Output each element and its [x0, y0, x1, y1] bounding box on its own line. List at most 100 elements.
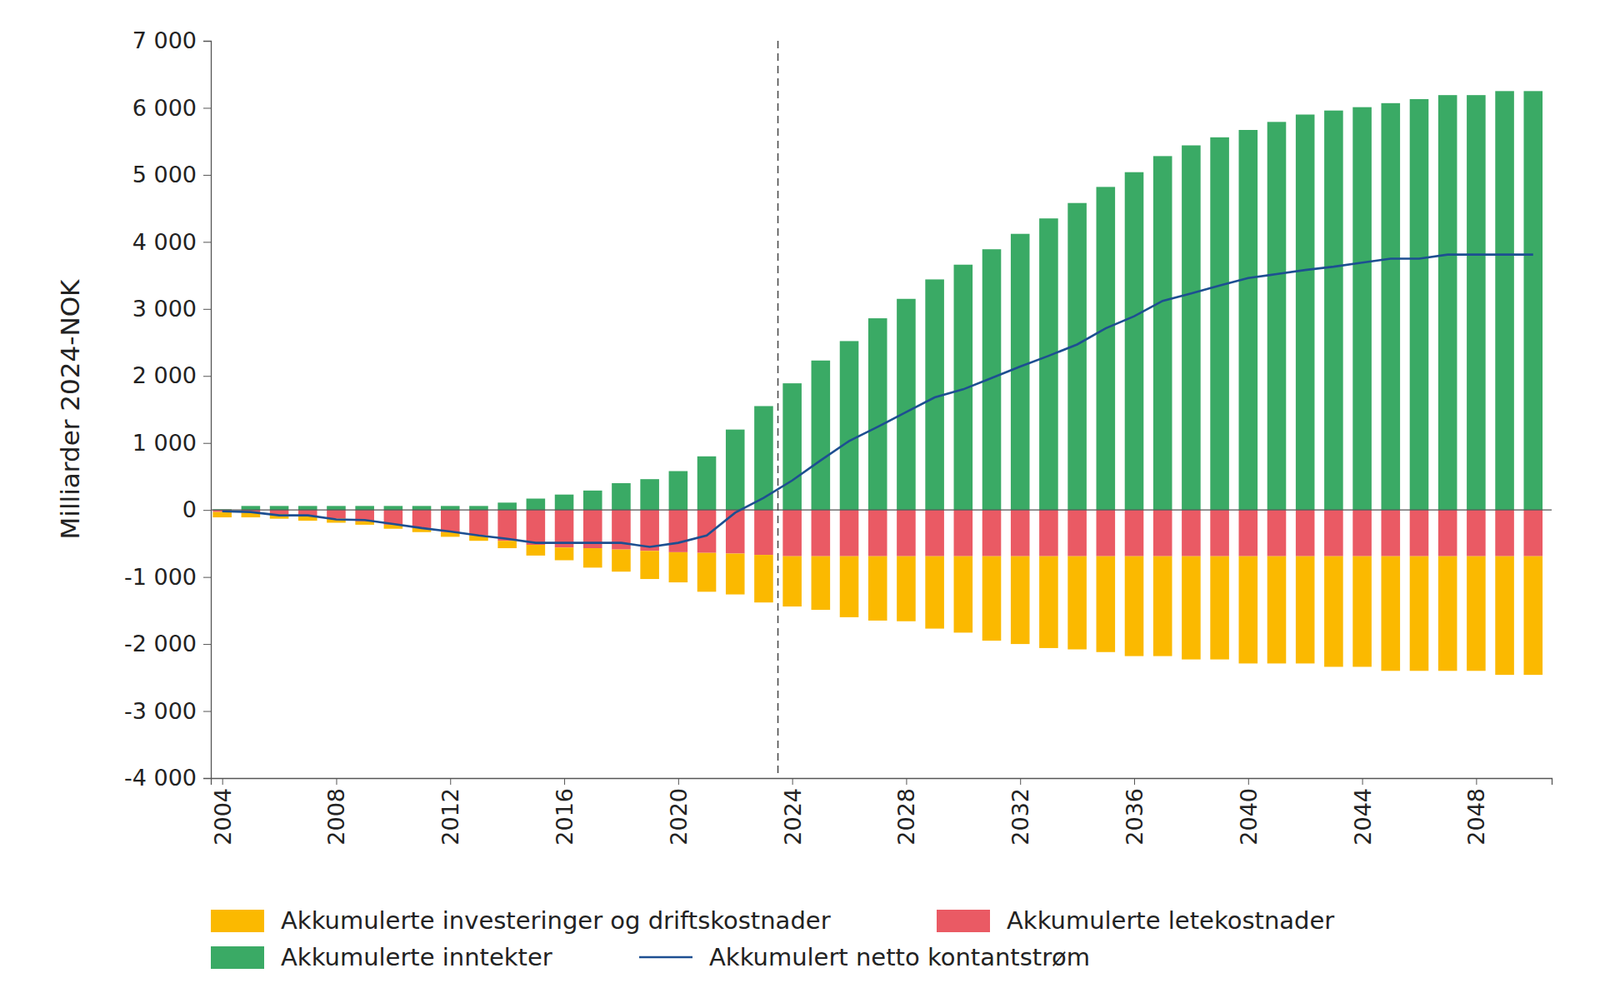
tick: -4 000	[124, 765, 211, 791]
bar	[526, 510, 546, 545]
tick-mark	[564, 778, 565, 785]
tick-label: 2036	[1121, 788, 1148, 846]
bar	[497, 510, 517, 541]
tick-label: -1 000	[124, 564, 197, 590]
tick: 2 000	[132, 362, 211, 389]
bar	[1039, 556, 1059, 649]
tick-label: 1 000	[132, 430, 197, 456]
bar	[868, 318, 888, 510]
bar	[412, 505, 432, 510]
bar	[782, 556, 802, 607]
tick: 2044	[1350, 778, 1376, 846]
bar	[355, 505, 375, 510]
tick: -3 000	[124, 698, 211, 725]
bar	[384, 505, 404, 510]
tick-label: 2012	[437, 788, 464, 846]
bar	[697, 553, 717, 593]
tick-label: 2016	[551, 788, 578, 846]
tick-mark	[203, 443, 211, 445]
tick-mark	[905, 778, 907, 785]
tick: 2024	[780, 778, 806, 846]
legend-label: Akkumulerte letekostnader	[1006, 906, 1335, 935]
tick-mark	[1362, 778, 1364, 785]
tick: 2020	[665, 778, 692, 846]
tick-label: 7 000	[132, 27, 197, 54]
bar	[1324, 556, 1344, 668]
tick-label: 2032	[1007, 788, 1034, 846]
bar	[1210, 510, 1230, 557]
bar	[1523, 556, 1543, 675]
axis-line	[211, 779, 1553, 786]
bar	[811, 510, 831, 557]
tick-label: 6 000	[132, 95, 197, 121]
legend: Akkumulerte investeringer og driftskostn…	[210, 906, 1335, 972]
legend-label: Akkumulerte inntekter	[280, 943, 553, 972]
bar	[669, 552, 689, 583]
tick: 2004	[210, 778, 236, 846]
tick-mark	[1134, 778, 1135, 785]
line	[222, 255, 1534, 548]
bar	[1380, 510, 1400, 557]
tick-mark	[203, 107, 211, 109]
bar	[896, 510, 916, 557]
legend-item: Akkumulert netto kontantstrøm	[639, 943, 1090, 972]
legend-item: Akkumulerte letekostnader	[936, 906, 1335, 935]
tick: 2032	[1007, 778, 1034, 846]
bar	[640, 550, 660, 580]
bar	[925, 556, 945, 630]
bar	[583, 548, 603, 568]
tick-mark	[678, 778, 680, 785]
bar	[811, 360, 831, 510]
tick-mark	[203, 644, 211, 645]
bar	[1067, 510, 1087, 557]
bar	[811, 556, 831, 610]
bar	[1380, 103, 1400, 510]
bar	[555, 547, 575, 560]
bar	[982, 510, 1002, 557]
tick-mark	[335, 778, 337, 785]
tick: 2036	[1121, 778, 1148, 846]
legend-label: Akkumulert netto kontantstrøm	[709, 943, 1090, 972]
tick-label: -3 000	[124, 698, 197, 725]
tick-label: 2004	[210, 788, 236, 846]
bar	[1410, 556, 1430, 672]
bar	[1495, 90, 1515, 510]
bar	[1153, 556, 1173, 657]
bar	[526, 499, 546, 511]
bar	[725, 553, 745, 595]
bar	[1324, 510, 1344, 557]
bar	[583, 490, 603, 510]
bar	[840, 556, 860, 618]
divider-line	[777, 40, 780, 779]
bar	[1267, 510, 1287, 557]
tick-label: 2028	[893, 788, 920, 846]
bar	[1125, 510, 1145, 557]
bar	[697, 456, 717, 510]
tick-mark	[203, 778, 211, 780]
bar	[1239, 556, 1259, 665]
bar	[440, 505, 460, 510]
bar	[1352, 556, 1372, 668]
bar-series	[212, 90, 1543, 510]
bar	[1410, 99, 1430, 510]
bar	[1239, 510, 1259, 557]
tick-mark	[1475, 778, 1477, 785]
bar	[1125, 172, 1145, 510]
bar	[1352, 107, 1372, 511]
bar	[1267, 121, 1287, 510]
tick-label: 2 000	[132, 362, 197, 389]
bar	[497, 540, 517, 549]
bar	[611, 483, 631, 510]
tick-mark	[203, 510, 211, 511]
bar	[1523, 510, 1543, 557]
bar	[611, 550, 631, 573]
bar	[1410, 510, 1430, 557]
tick-mark	[203, 577, 211, 579]
bar	[669, 510, 689, 553]
chart: -4 000-3 000-2 000-1 00001 0002 0003 000…	[0, 0, 1600, 993]
bar	[241, 505, 261, 510]
bar	[782, 383, 802, 510]
bar	[1181, 510, 1201, 557]
bar	[640, 510, 660, 551]
bar-series	[212, 512, 1543, 676]
